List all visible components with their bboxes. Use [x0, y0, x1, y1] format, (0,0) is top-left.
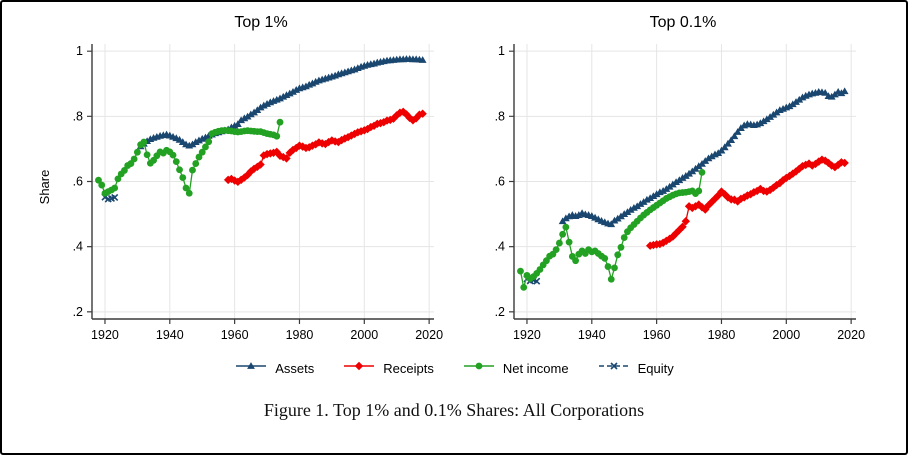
legend-label-net-income: Net income — [502, 361, 569, 376]
legend-item-equity: Equity — [597, 359, 674, 378]
panel-plot-top-0-1-percent: 1 .8 .6 .4 .2 1920 1940 1960 1980 2000 2020 — [495, 44, 865, 342]
x-tick-label: 1980 — [708, 328, 736, 342]
y-tick-label: .2 — [495, 305, 505, 319]
x-tick-label: 1940 — [156, 328, 184, 342]
x-tick-label: 1920 — [91, 328, 119, 342]
y-tick-label: 1 — [498, 44, 505, 58]
axes: 1 .8 .6 .4 .2 1920 1940 1960 1980 2000 2020 — [73, 44, 443, 342]
legend-label-equity: Equity — [637, 361, 674, 376]
y-tick-label: .8 — [73, 109, 83, 123]
x-tick-label: 1960 — [643, 328, 671, 342]
assets-triangle-marker-icon — [234, 359, 268, 378]
x-tick-label: 1960 — [221, 328, 249, 342]
receipts-diamond-marker-icon — [342, 359, 376, 378]
x-tick-label: 2020 — [415, 328, 443, 342]
series-assets — [136, 55, 427, 150]
figure-caption: Figure 1. Top 1% and 0.1% Shares: All Co… — [263, 400, 645, 420]
y-tick-label: 1 — [76, 44, 83, 58]
series-receipts — [223, 107, 427, 187]
panel-plot-top-1-percent: 1 .8 .6 .4 .2 1920 1940 1960 1980 2000 2020 — [73, 44, 443, 342]
x-tick-label: 2000 — [772, 328, 800, 342]
legend: Assets Receipts Net income Equity — [2, 359, 906, 378]
series-assets — [558, 87, 849, 228]
x-tick-label: 1980 — [286, 328, 314, 342]
x-tick-label: 2020 — [837, 328, 865, 342]
y-tick-label: .2 — [73, 305, 83, 319]
series-equity — [101, 193, 119, 203]
gridlines — [92, 44, 434, 319]
panel-title-top-1-percent: Top 1% — [234, 14, 288, 31]
net-income-circle-marker-icon — [462, 359, 496, 378]
series-receipts — [645, 155, 849, 250]
y-tick-label: .8 — [495, 109, 505, 123]
y-tick-label: .4 — [495, 240, 505, 254]
axes: 1 .8 .6 .4 .2 1920 1940 1960 1980 2000 2020 — [495, 44, 865, 342]
y-tick-label: .4 — [73, 240, 83, 254]
y-tick-label: .6 — [495, 175, 505, 189]
legend-item-receipts: Receipts — [342, 359, 434, 378]
legend-label-assets: Assets — [275, 361, 315, 376]
x-tick-label: 1940 — [578, 328, 606, 342]
y-tick-label: .6 — [73, 175, 83, 189]
panel-title-top-0-1-percent: Top 0.1% — [649, 14, 717, 31]
series-net_income — [517, 168, 706, 291]
y-axis-label-share: Share — [36, 169, 52, 205]
legend-item-assets: Assets — [234, 359, 314, 378]
equity-x-marker-icon — [597, 359, 631, 378]
series-net_income — [95, 118, 284, 197]
x-tick-label: 1920 — [513, 328, 541, 342]
legend-label-receipts: Receipts — [383, 361, 434, 376]
x-tick-label: 2000 — [350, 328, 378, 342]
gridlines — [514, 44, 856, 319]
legend-item-net-income: Net income — [462, 359, 569, 378]
